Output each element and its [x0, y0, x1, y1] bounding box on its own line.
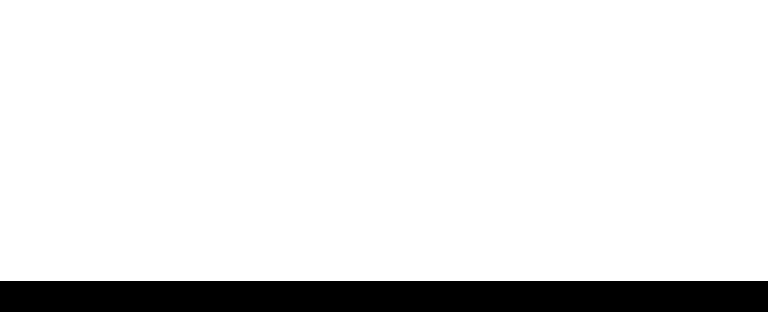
Y-axis label: % Body Weight Change ± SE: % Body Weight Change ± SE — [394, 31, 407, 212]
Y-axis label: % Surviving: % Surviving — [12, 84, 25, 159]
X-axis label: Days Post Tumor Implant: Days Post Tumor Implant — [514, 259, 669, 272]
X-axis label: Days Post Tumor Implant: Days Post Tumor Implant — [130, 259, 285, 272]
